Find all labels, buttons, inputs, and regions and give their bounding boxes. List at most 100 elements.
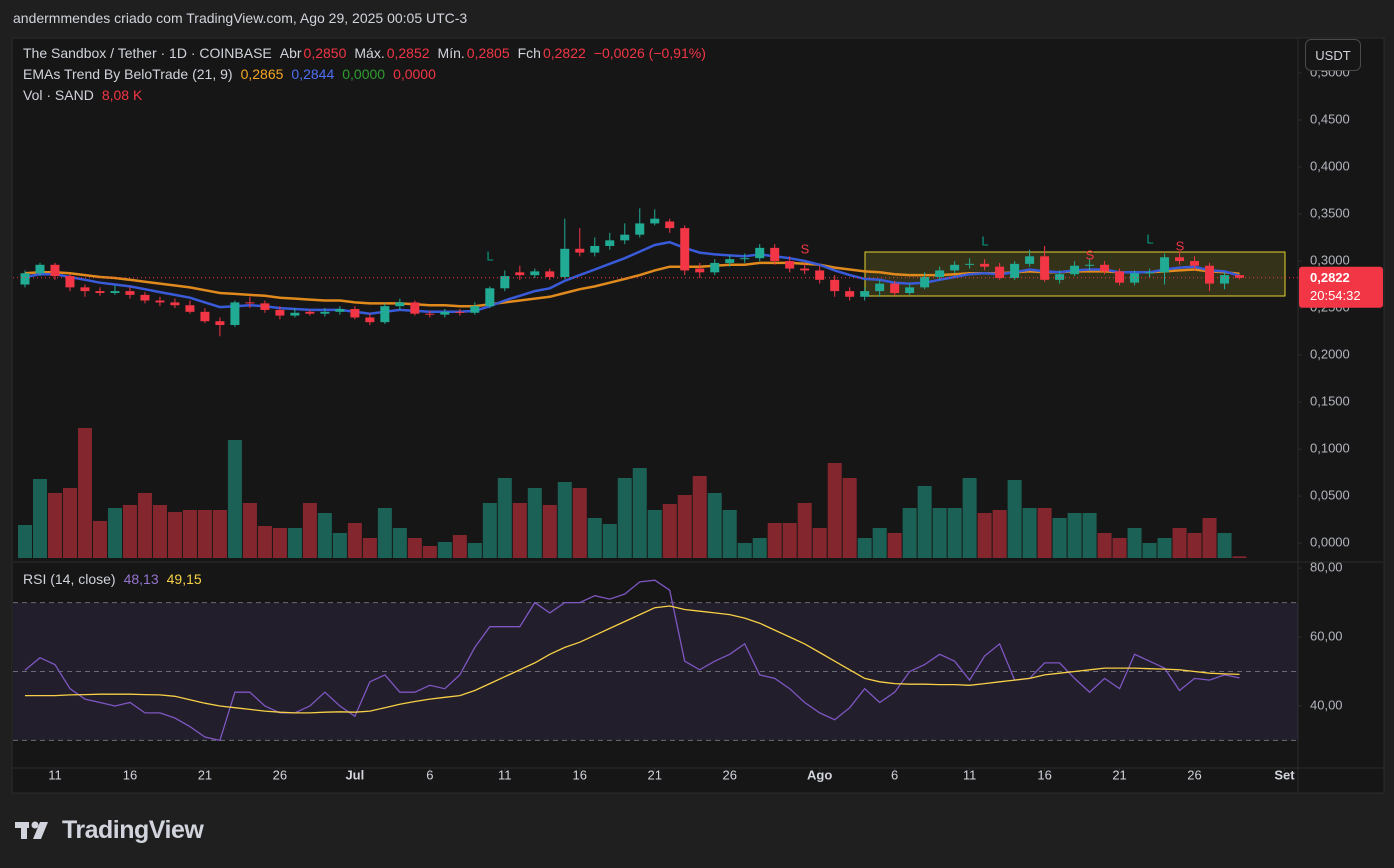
volume-bar [317, 513, 332, 558]
volume-bar [662, 504, 677, 558]
volume-name: Vol · SAND [23, 87, 94, 103]
y-tick-label: 0,3000 [1310, 252, 1350, 267]
candle-body [155, 300, 165, 303]
candle-body [755, 247, 765, 259]
volume-bar [257, 526, 272, 558]
candle-body [1220, 275, 1230, 284]
y-tick-label: 0,1500 [1310, 394, 1350, 409]
candle-body [590, 245, 600, 253]
volume-bar [617, 478, 632, 558]
candle-body [890, 283, 900, 294]
candle-body [815, 270, 825, 280]
indicator-value: 0,0000 [342, 66, 386, 82]
candle-body [50, 264, 60, 277]
legend-label: Abr [279, 45, 302, 61]
candle-body [1100, 264, 1110, 272]
candle-layer [20, 208, 1245, 337]
volume-bar [527, 488, 542, 558]
volume-layer [17, 428, 1247, 558]
y-tick-label: 0,3500 [1310, 205, 1350, 220]
signal: S [1176, 238, 1185, 253]
volume-bar [1022, 508, 1037, 558]
indicator-value: 0,2865 [240, 66, 284, 82]
candle-body [380, 306, 390, 323]
volume-bar [77, 428, 92, 558]
signal: S [801, 241, 810, 256]
candle-body [1025, 256, 1035, 264]
candle-body [125, 291, 135, 295]
ema-line [24, 261, 1240, 308]
candle-body [650, 218, 660, 224]
candle-body [905, 287, 915, 294]
volume-bar [752, 538, 767, 558]
volume-bar [1142, 543, 1157, 558]
candle-body [110, 291, 120, 294]
volume-bar [482, 503, 497, 558]
candle-body [800, 268, 810, 271]
volume-bar [122, 505, 137, 558]
candle-body [830, 279, 840, 292]
candle-body [1130, 273, 1140, 283]
signal: L [1146, 231, 1153, 246]
candle-body [575, 248, 585, 253]
currency-button[interactable]: USDT [1305, 39, 1361, 71]
volume-bar [647, 510, 662, 558]
volume-bar [1187, 533, 1202, 558]
candle-body [1070, 265, 1080, 275]
volume-bar [1157, 538, 1172, 558]
rsi-value: 49,15 [166, 571, 202, 587]
volume-bar [287, 528, 302, 558]
legend-value: 0,2805 [466, 45, 510, 61]
volume-bar [107, 508, 122, 558]
candle-body [65, 276, 75, 288]
candle-body [1010, 263, 1020, 278]
volume-bar [392, 528, 407, 558]
rsi-line [25, 605, 1240, 714]
volume-bar [737, 543, 752, 558]
candle-body [965, 263, 975, 265]
candle-body [365, 317, 375, 323]
candle-body [245, 302, 255, 304]
candle-body [275, 309, 285, 316]
y-tick-label: 40,00 [1310, 697, 1343, 712]
volume-bar [692, 476, 707, 558]
volume-bar [62, 488, 77, 558]
logo-icon [15, 821, 48, 839]
x-tick-label: 16 [573, 767, 587, 782]
candle-body [545, 271, 555, 278]
y-tick-label: 0,2000 [1310, 347, 1350, 362]
x-tick-label: 26 [1187, 767, 1201, 782]
volume-bar [332, 533, 347, 558]
candle-body [440, 311, 450, 315]
volume-bar [1082, 513, 1097, 558]
candle-body [1205, 265, 1215, 284]
volume-bar [707, 493, 722, 558]
candle-body [350, 308, 360, 318]
candle-body [740, 258, 750, 260]
candle-body [95, 291, 105, 294]
candle-body [1115, 271, 1125, 283]
volume-bar [677, 495, 692, 558]
volume-bar [587, 518, 602, 558]
candle-body [1160, 257, 1170, 273]
indicator-row: EMAs Trend By BeloTrade (21, 9) 0,2865 0… [23, 66, 438, 82]
volume-bar [602, 524, 617, 558]
legend-row: The Sandbox / Tether · 1D · COINBASE Abr… [23, 45, 708, 61]
candle-body [455, 311, 465, 313]
volume-bar [467, 543, 482, 558]
legend-value: 0,2850 [303, 45, 347, 61]
volume-value: 8,08 K [101, 87, 143, 103]
y-tick-label: 0,0000 [1310, 535, 1350, 550]
volume-bar [992, 510, 1007, 558]
candle-body [20, 273, 30, 285]
legend-label: Mín. [437, 45, 465, 61]
volume-bar [842, 478, 857, 558]
volume-bar [812, 528, 827, 558]
volume-bar [947, 508, 962, 558]
candle-body [485, 288, 495, 307]
volume-bar [47, 493, 62, 558]
volume-bar [722, 510, 737, 558]
candle-body [770, 247, 780, 262]
x-tick-label: 21 [648, 767, 662, 782]
